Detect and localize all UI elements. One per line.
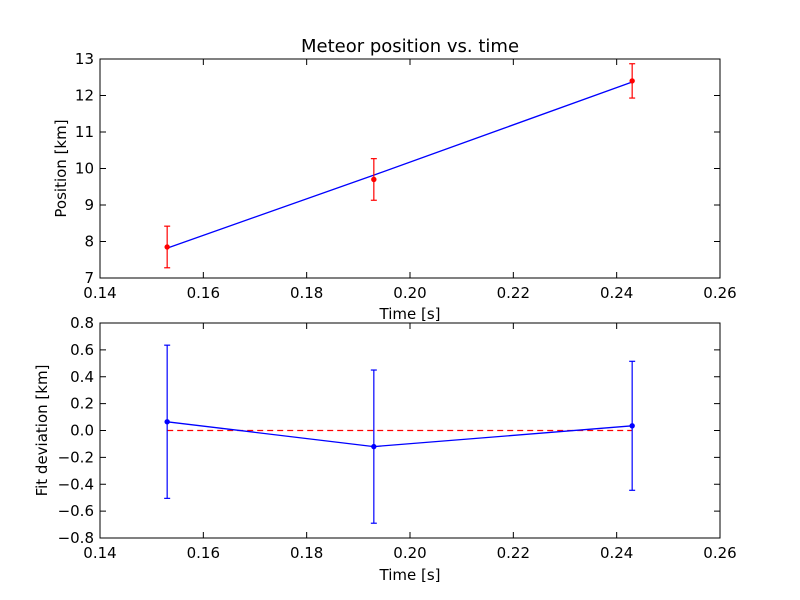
- y-tick-label: 0.0: [70, 422, 94, 440]
- x-tick-label: 0.24: [600, 284, 633, 302]
- y-tick-label: −0.8: [58, 529, 94, 547]
- y-tick-label: 12: [75, 87, 94, 105]
- x-tick-label: 0.18: [290, 544, 323, 562]
- data-point: [371, 443, 377, 450]
- series-line: [166, 81, 633, 249]
- y-tick-label: 9: [84, 196, 94, 214]
- x-tick-label: 0.22: [497, 284, 530, 302]
- y-tick-label: 8: [84, 233, 94, 251]
- deviation-axis-ticks: 0.14 0.16 0.18 0.20 0.22 0.24 0.26 −0.8 −0.6 −0.4…: [58, 314, 737, 562]
- position-y-axis-label: Position [km]: [52, 119, 70, 217]
- y-tick-label: 0.2: [70, 395, 94, 413]
- x-tick-label: 0.26: [703, 544, 736, 562]
- y-tick-label: 0.6: [70, 341, 94, 359]
- deviation-panel: 0.14 0.16 0.18 0.20 0.22 0.24 0.26 −0.8 −0.6 −0.4…: [33, 314, 737, 584]
- data-point: [371, 176, 377, 183]
- x-tick-label: 0.20: [393, 544, 426, 562]
- x-tick-label: 0.26: [703, 284, 736, 302]
- y-tick-label: 10: [75, 160, 94, 178]
- y-tick-label: 7: [84, 269, 94, 287]
- y-tick-label: 11: [75, 123, 94, 141]
- position-plot-frame: [99, 58, 721, 279]
- x-tick-label: 0.16: [187, 284, 220, 302]
- series-line: [167, 421, 633, 448]
- x-tick-label: 0.16: [187, 544, 220, 562]
- data-point: [629, 423, 635, 429]
- data-point: [164, 419, 170, 425]
- deviation-y-axis-label: Fit deviation [km]: [33, 365, 51, 497]
- deviation-plot-marks: [164, 344, 636, 524]
- y-tick-label: 13: [75, 50, 94, 68]
- x-tick-label: 0.24: [600, 544, 633, 562]
- x-tick-label: 0.14: [83, 284, 116, 302]
- position-axis-ticks: 0.14 0.16 0.18 0.20 0.22 0.24 0.26 7 8 9 10 11 12 13: [75, 50, 737, 302]
- deviation-x-axis-label: Time [s]: [379, 566, 441, 584]
- position-panel: Meteor position vs. time 0.14 0.16 0.18 0.2…: [52, 36, 737, 323]
- data-point: [629, 78, 635, 84]
- x-tick-label: 0.14: [83, 544, 116, 562]
- position-plot-marks: [164, 63, 636, 269]
- data-point: [164, 244, 170, 250]
- y-tick-label: −0.4: [58, 475, 94, 493]
- y-tick-label: −0.6: [58, 502, 94, 520]
- chart-title: Meteor position vs. time: [301, 36, 519, 57]
- x-tick-label: 0.20: [393, 284, 426, 302]
- y-tick-label: 0.8: [70, 314, 94, 332]
- y-tick-label: 0.4: [70, 368, 94, 386]
- x-tick-label: 0.22: [497, 544, 530, 562]
- position-x-axis-label: Time [s]: [379, 305, 441, 323]
- x-tick-label: 0.18: [290, 284, 323, 302]
- y-tick-label: −0.2: [58, 448, 94, 466]
